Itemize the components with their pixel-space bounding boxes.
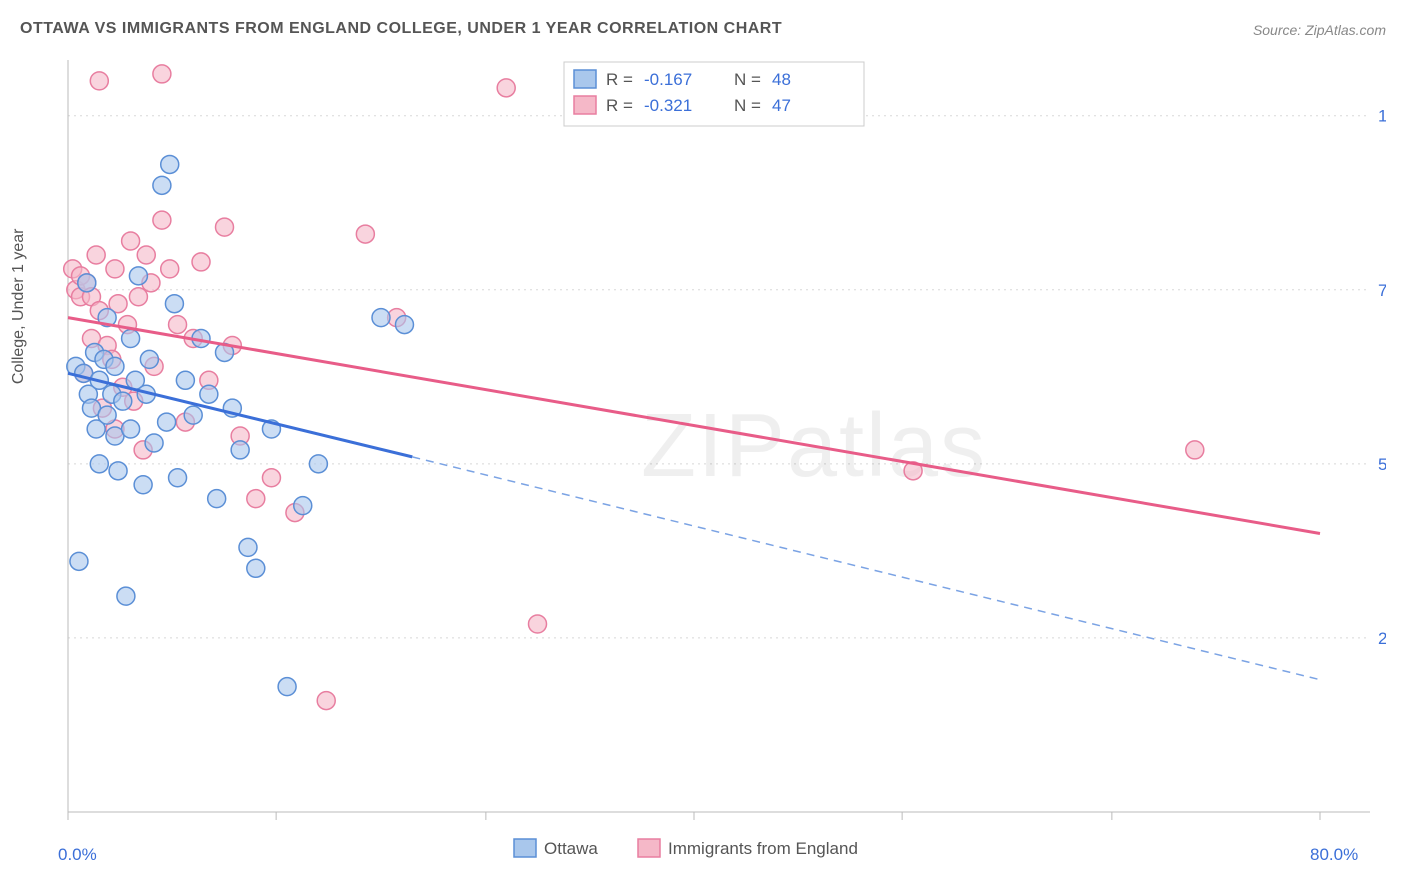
data-point-pink	[153, 211, 171, 229]
series-legend-label: Ottawa	[544, 839, 598, 858]
data-point-blue	[114, 392, 132, 410]
x-tick-label: 0.0%	[58, 845, 97, 864]
series-legend-swatch	[638, 839, 660, 857]
data-point-blue	[278, 678, 296, 696]
legend-r-label: R =	[606, 70, 633, 89]
series-legend-label: Immigrants from England	[668, 839, 858, 858]
data-point-pink	[129, 288, 147, 306]
data-point-blue	[134, 476, 152, 494]
legend-n-value: 47	[772, 96, 791, 115]
legend-n-label: N =	[734, 70, 761, 89]
legend-n-value: 48	[772, 70, 791, 89]
legend-swatch	[574, 70, 596, 88]
data-point-blue	[129, 267, 147, 285]
chart-area: College, Under 1 year ZIPatlas25.0%50.0%…	[20, 52, 1386, 872]
y-tick-label: 75.0%	[1378, 281, 1386, 300]
data-point-blue	[109, 462, 127, 480]
data-point-pink	[192, 253, 210, 271]
correlation-scatter-chart: ZIPatlas25.0%50.0%75.0%100.0%0.0%80.0%R …	[20, 52, 1386, 872]
data-point-pink	[497, 79, 515, 97]
data-point-pink	[137, 246, 155, 264]
data-point-blue	[153, 176, 171, 194]
data-point-blue	[184, 406, 202, 424]
legend-r-value: -0.167	[644, 70, 692, 89]
x-tick-label: 80.0%	[1310, 845, 1358, 864]
data-point-blue	[90, 455, 108, 473]
data-point-blue	[117, 587, 135, 605]
data-point-pink	[529, 615, 547, 633]
data-point-blue	[309, 455, 327, 473]
data-point-pink	[169, 316, 187, 334]
data-point-blue	[70, 552, 88, 570]
y-tick-label: 100.0%	[1378, 107, 1386, 126]
data-point-blue	[294, 497, 312, 515]
data-point-pink	[153, 65, 171, 83]
data-point-pink	[90, 72, 108, 90]
data-point-blue	[239, 538, 257, 556]
y-tick-label: 50.0%	[1378, 455, 1386, 474]
chart-container: OTTAWA VS IMMIGRANTS FROM ENGLAND COLLEG…	[0, 0, 1406, 892]
data-point-blue	[208, 490, 226, 508]
data-point-pink	[87, 246, 105, 264]
source-attribution: Source: ZipAtlas.com	[1253, 22, 1386, 38]
legend-n-label: N =	[734, 96, 761, 115]
data-point-pink	[122, 232, 140, 250]
y-tick-label: 25.0%	[1378, 629, 1386, 648]
data-point-blue	[169, 469, 187, 487]
series-legend-swatch	[514, 839, 536, 857]
legend-r-value: -0.321	[644, 96, 692, 115]
data-point-pink	[356, 225, 374, 243]
data-point-blue	[158, 413, 176, 431]
data-point-blue	[98, 406, 116, 424]
data-point-blue	[161, 155, 179, 173]
data-point-blue	[372, 309, 390, 327]
data-point-pink	[216, 218, 234, 236]
legend-r-label: R =	[606, 96, 633, 115]
data-point-blue	[122, 420, 140, 438]
legend-swatch	[574, 96, 596, 114]
data-point-blue	[165, 295, 183, 313]
data-point-blue	[200, 385, 218, 403]
data-point-blue	[122, 330, 140, 348]
data-point-blue	[78, 274, 96, 292]
y-axis-label: College, Under 1 year	[10, 229, 28, 385]
data-point-pink	[106, 260, 124, 278]
data-point-blue	[176, 371, 194, 389]
data-point-blue	[395, 316, 413, 334]
data-point-pink	[161, 260, 179, 278]
data-point-pink	[317, 692, 335, 710]
data-point-pink	[247, 490, 265, 508]
data-point-pink	[262, 469, 280, 487]
data-point-blue	[106, 357, 124, 375]
data-point-blue	[145, 434, 163, 452]
data-point-blue	[231, 441, 249, 459]
data-point-blue	[247, 559, 265, 577]
data-point-pink	[1186, 441, 1204, 459]
data-point-blue	[140, 350, 158, 368]
chart-title: OTTAWA VS IMMIGRANTS FROM ENGLAND COLLEG…	[20, 20, 782, 38]
